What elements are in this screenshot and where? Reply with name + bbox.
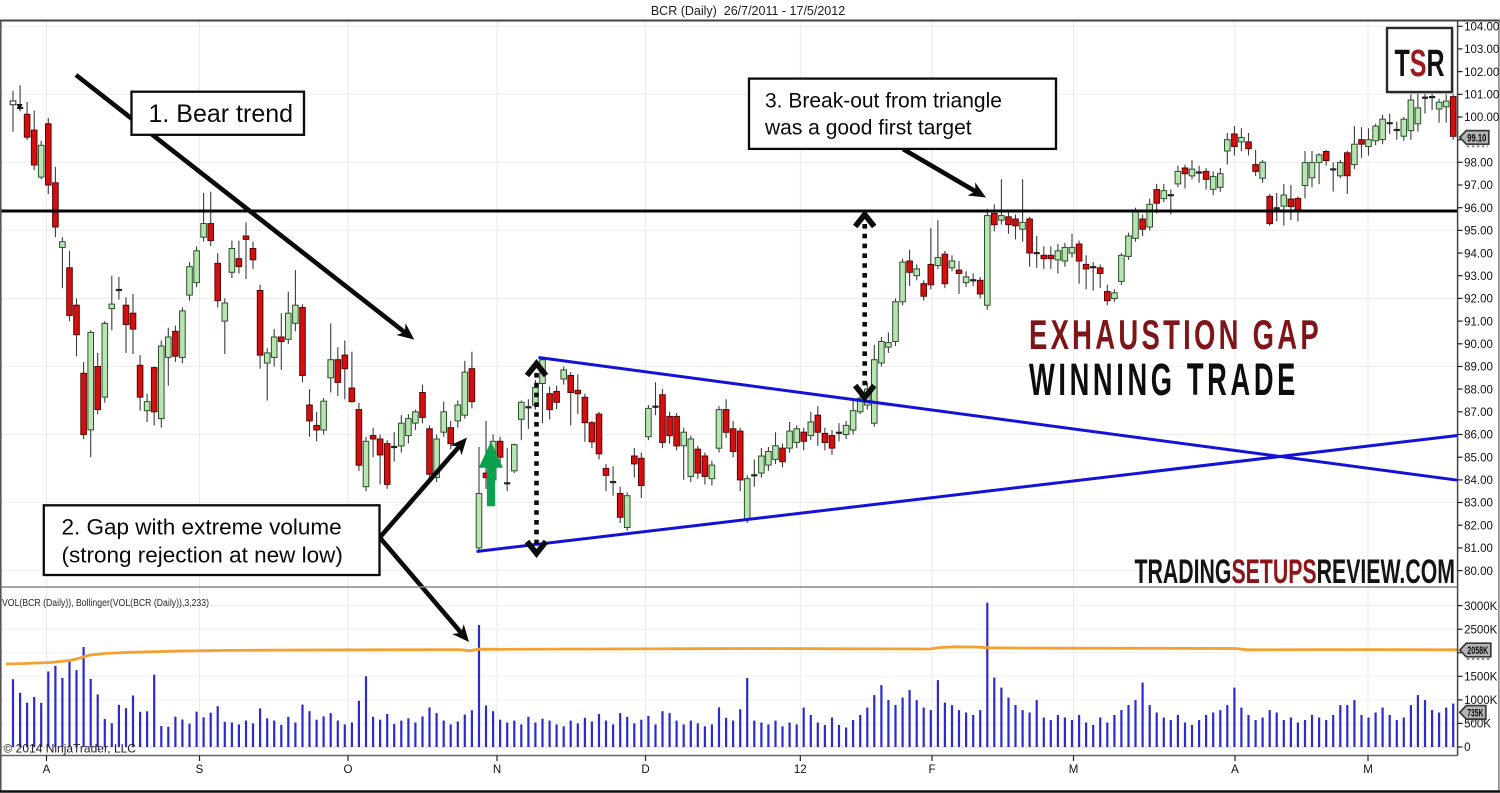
- svg-text:3000K: 3000K: [1464, 601, 1498, 613]
- svg-text:2. Gap with extreme volume: 2. Gap with extreme volume: [62, 515, 342, 540]
- svg-text:84.00: 84.00: [1464, 475, 1493, 487]
- svg-text:92.00: 92.00: [1464, 294, 1493, 306]
- svg-text:BCR (Daily) 26/7/2011 - 17/5/: BCR (Daily) 26/7/2011 - 17/5/2012: [651, 4, 845, 18]
- svg-text:87.00: 87.00: [1464, 407, 1493, 419]
- svg-text:1000K: 1000K: [1464, 695, 1498, 707]
- svg-text:97.00: 97.00: [1464, 180, 1493, 192]
- svg-text:99.10: 99.10: [1467, 132, 1486, 144]
- svg-text:EXHAUSTION GAP: EXHAUSTION GAP: [1029, 311, 1322, 358]
- svg-text:A: A: [1231, 764, 1239, 776]
- svg-text:104.00: 104.00: [1464, 22, 1499, 34]
- svg-text:100.00: 100.00: [1464, 112, 1499, 124]
- svg-text:89.00: 89.00: [1464, 362, 1493, 374]
- svg-text:102.00: 102.00: [1464, 67, 1499, 79]
- svg-text:94.00: 94.00: [1464, 248, 1493, 260]
- svg-text:WINNING TRADE: WINNING TRADE: [1029, 354, 1299, 405]
- svg-text:90.00: 90.00: [1464, 339, 1493, 351]
- svg-text:A: A: [43, 764, 51, 776]
- svg-text:735K: 735K: [1467, 707, 1483, 719]
- svg-text:82.00: 82.00: [1464, 520, 1493, 532]
- svg-text:(strong rejection at new low): (strong rejection at new low): [62, 543, 343, 568]
- svg-text:S: S: [196, 764, 204, 776]
- svg-text:2058K: 2058K: [1467, 645, 1488, 657]
- svg-text:101.00: 101.00: [1464, 90, 1499, 102]
- svg-text:85.00: 85.00: [1464, 452, 1493, 464]
- svg-text:83.00: 83.00: [1464, 498, 1493, 510]
- svg-text:103.00: 103.00: [1464, 44, 1499, 56]
- svg-text:D: D: [641, 764, 649, 776]
- svg-text:96.00: 96.00: [1464, 203, 1493, 215]
- svg-text:2500K: 2500K: [1464, 624, 1498, 636]
- svg-text:95.00: 95.00: [1464, 226, 1493, 238]
- svg-text:98.00: 98.00: [1464, 158, 1493, 170]
- svg-text:O: O: [344, 764, 353, 776]
- svg-text:M: M: [1363, 764, 1373, 776]
- svg-text:N: N: [493, 764, 501, 776]
- svg-text:F: F: [928, 764, 935, 776]
- svg-text:VOL(BCR (Daily)), Bollinger(VO: VOL(BCR (Daily)), Bollinger(VOL(BCR (Dai…: [2, 598, 209, 609]
- svg-text:91.00: 91.00: [1464, 316, 1493, 328]
- svg-text:500K: 500K: [1464, 719, 1491, 731]
- svg-text:81.00: 81.00: [1464, 543, 1493, 555]
- svg-text:80.00: 80.00: [1464, 566, 1493, 578]
- svg-text:93.00: 93.00: [1464, 271, 1493, 283]
- svg-text:was a good first target: was a good first target: [764, 117, 972, 140]
- svg-text:0: 0: [1464, 742, 1470, 754]
- svg-text:1. Bear trend: 1. Bear trend: [149, 100, 294, 128]
- svg-text:© 2014 NinjaTrader, LLC: © 2014 NinjaTrader, LLC: [4, 742, 137, 756]
- svg-text:1500K: 1500K: [1464, 672, 1498, 684]
- svg-text:86.00: 86.00: [1464, 430, 1493, 442]
- svg-text:TRADINGSETUPSREVIEW.COM: TRADINGSETUPSREVIEW.COM: [1135, 553, 1455, 591]
- svg-text:88.00: 88.00: [1464, 384, 1493, 396]
- svg-text:TSR: TSR: [1395, 43, 1445, 85]
- svg-text:M: M: [1069, 764, 1079, 776]
- svg-text:12: 12: [794, 764, 807, 776]
- svg-text:3. Break-out from triangle: 3. Break-out from triangle: [765, 90, 1002, 113]
